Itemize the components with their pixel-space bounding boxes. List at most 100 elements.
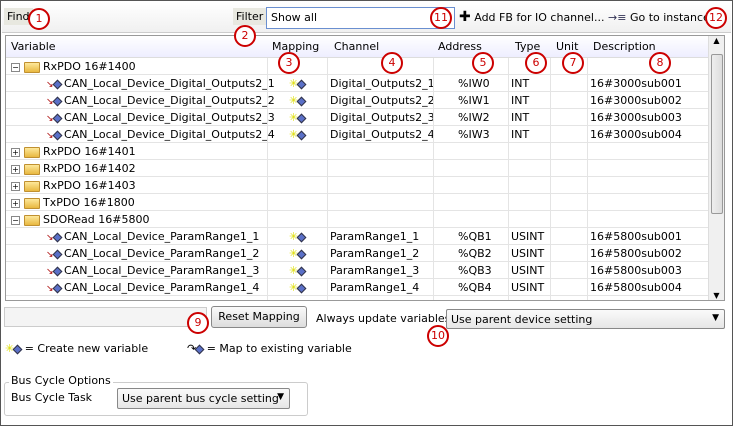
folder-icon <box>23 180 40 192</box>
bus-cycle-task-label: Bus Cycle Task <box>11 391 93 404</box>
type-cell: USINT <box>511 247 545 260</box>
col-variable[interactable]: Variable <box>11 40 56 53</box>
mapping-icon[interactable]: ✳ <box>289 230 307 243</box>
collapse-icon[interactable]: − <box>11 215 20 225</box>
mapped-variable-icon: ↘ <box>46 250 54 260</box>
channel-cell: Digital_Outputs2_3 <box>330 111 435 124</box>
table-row[interactable]: ↘ CAN_Local_Device_ParamRange1_3 ✳ Param… <box>6 262 708 279</box>
type-cell: USINT <box>511 281 545 294</box>
mapped-variable-icon: ↘ <box>46 233 54 243</box>
expand-icon[interactable]: + <box>11 181 20 191</box>
scroll-thumb[interactable] <box>711 54 723 214</box>
collapse-icon[interactable]: − <box>11 62 20 72</box>
tree-group-row[interactable]: − RxPDO 16#1400 <box>6 58 708 75</box>
table-row[interactable]: ↘ CAN_Local_Device_ParamRange1_1 ✳ Param… <box>6 228 708 245</box>
mapping-icon[interactable]: ✳ <box>289 111 307 124</box>
group-name: SDORead 16#5800 <box>43 213 150 226</box>
table-row[interactable]: ↘ CAN_Local_Device_ParamRange1_2 ✳ Param… <box>6 245 708 262</box>
find-label[interactable]: Find <box>4 8 33 25</box>
col-unit[interactable]: Unit <box>556 40 579 53</box>
mapped-variable-icon: ↘ <box>46 267 54 277</box>
legend-map-label: = Map to existing variable <box>206 342 352 355</box>
channel-cell: ParamRange1_2 <box>330 247 420 260</box>
toolbar: Find Filter Show all ✚ Add FB for IO cha… <box>2 2 731 33</box>
description-cell: 16#5800sub001 <box>590 230 682 243</box>
status-field <box>4 307 207 327</box>
reset-mapping-button[interactable]: Reset Mapping <box>211 306 307 328</box>
variable-name: CAN_Local_Device_ParamRange1_4 <box>64 281 260 294</box>
go-to-instance-button[interactable]: →≡ Go to instance <box>605 9 713 26</box>
filter-input[interactable]: Show all <box>266 7 455 29</box>
channel-cell: Digital_Outputs2_2 <box>330 94 435 107</box>
mapped-variable-icon: ↘ <box>46 97 54 107</box>
callout-marker: 2 <box>234 25 256 47</box>
vertical-scrollbar[interactable]: ▲ ▼ <box>708 36 724 300</box>
tree-group-row[interactable]: + RxPDO 16#1403 <box>6 177 708 194</box>
callout-marker: 6 <box>525 52 547 74</box>
tree-group-row[interactable]: + RxPDO 16#1402 <box>6 160 708 177</box>
chevron-down-icon: ▼ <box>277 392 284 402</box>
mapping-icon[interactable]: ✳ <box>289 247 307 260</box>
table-row[interactable]: ↘ CAN_Local_Device_ParamRange1_4 ✳ Param… <box>6 279 708 296</box>
callout-marker: 12 <box>705 7 727 29</box>
variable-name: CAN_Local_Device_Digital_Outputs2_1 <box>64 77 275 90</box>
table-row[interactable]: ↘ CAN_Local_Device_Digital_Outputs2_1 ✳ … <box>6 75 708 92</box>
channel-cell: ParamRange1_3 <box>330 264 420 277</box>
mapping-icon[interactable]: ✳ <box>289 94 307 107</box>
col-channel[interactable]: Channel <box>334 40 380 53</box>
tree-group-row[interactable]: − SDORead 16#5800 <box>6 211 708 228</box>
always-update-select[interactable]: Use parent device setting ▼ <box>446 309 725 329</box>
expand-icon[interactable]: + <box>11 147 20 157</box>
mapping-icon[interactable]: ✳ <box>289 264 307 277</box>
scroll-down-icon[interactable]: ▼ <box>713 291 720 300</box>
mapping-icon[interactable]: ✳ <box>289 77 307 90</box>
address-cell: %IW1 <box>458 94 490 107</box>
folder-icon <box>23 214 40 226</box>
address-cell: %IW0 <box>458 77 490 90</box>
folder-icon <box>23 163 40 175</box>
table-row[interactable]: ↘ CAN_Local_Device_Digital_Outputs2_2 ✳ … <box>6 92 708 109</box>
folder-icon <box>23 61 40 73</box>
scroll-up-icon[interactable]: ▲ <box>713 36 720 45</box>
mapped-variable-icon: ↘ <box>46 114 54 124</box>
bus-cycle-task-value: Use parent bus cycle setting <box>122 392 279 405</box>
group-name: TxPDO 16#1800 <box>43 196 135 209</box>
bus-cycle-task-select[interactable]: Use parent bus cycle setting ▼ <box>117 388 290 409</box>
variable-name: CAN_Local_Device_ParamRange1_2 <box>64 247 260 260</box>
group-name: RxPDO 16#1400 <box>43 60 136 73</box>
create-variable-icon: ✳ <box>5 342 15 355</box>
callout-marker: 9 <box>187 312 209 334</box>
expand-icon[interactable]: + <box>11 198 20 208</box>
col-mapping[interactable]: Mapping <box>272 40 320 53</box>
folder-icon <box>23 146 40 158</box>
type-cell: USINT <box>511 230 545 243</box>
bus-cycle-group-label: Bus Cycle Options <box>9 374 113 387</box>
callout-marker: 3 <box>278 52 300 74</box>
col-description[interactable]: Description <box>593 40 656 53</box>
add-fb-button[interactable]: ✚ Add FB for IO channel... <box>456 9 607 26</box>
description-cell: 16#5800sub002 <box>590 247 682 260</box>
expand-icon[interactable]: + <box>11 164 20 174</box>
table-row[interactable]: ↘ CAN_Local_Device_Digital_Outputs2_4 ✳ … <box>6 126 708 143</box>
legend-create-label: = Create new variable <box>24 342 149 355</box>
description-cell: 16#3000sub002 <box>590 94 682 107</box>
variable-name: CAN_Local_Device_Digital_Outputs2_3 <box>64 111 275 124</box>
tree-group-row[interactable]: + TxPDO 16#1800 <box>6 194 708 211</box>
address-cell: %IW2 <box>458 111 490 124</box>
variable-name: CAN_Local_Device_Digital_Outputs2_4 <box>64 128 275 141</box>
tree-group-row[interactable]: + RxPDO 16#1401 <box>6 143 708 160</box>
callout-marker: 7 <box>562 52 584 74</box>
table-row[interactable]: ↘ CAN_Local_Device_Digital_Outputs2_3 ✳ … <box>6 109 708 126</box>
mapped-variable-icon: ↘ <box>46 131 54 141</box>
folder-icon <box>23 197 40 209</box>
col-type[interactable]: Type <box>515 40 541 53</box>
mapping-icon[interactable]: ✳ <box>289 128 307 141</box>
col-address[interactable]: Address <box>438 40 482 53</box>
callout-marker: 10 <box>427 325 449 347</box>
group-name: RxPDO 16#1401 <box>43 145 136 158</box>
table-header: Variable Mapping Channel Address Type Un… <box>6 36 708 58</box>
description-cell: 16#3000sub001 <box>590 77 682 90</box>
type-cell: USINT <box>511 264 545 277</box>
mapping-icon[interactable]: ✳ <box>289 281 307 294</box>
type-cell: INT <box>511 77 530 90</box>
